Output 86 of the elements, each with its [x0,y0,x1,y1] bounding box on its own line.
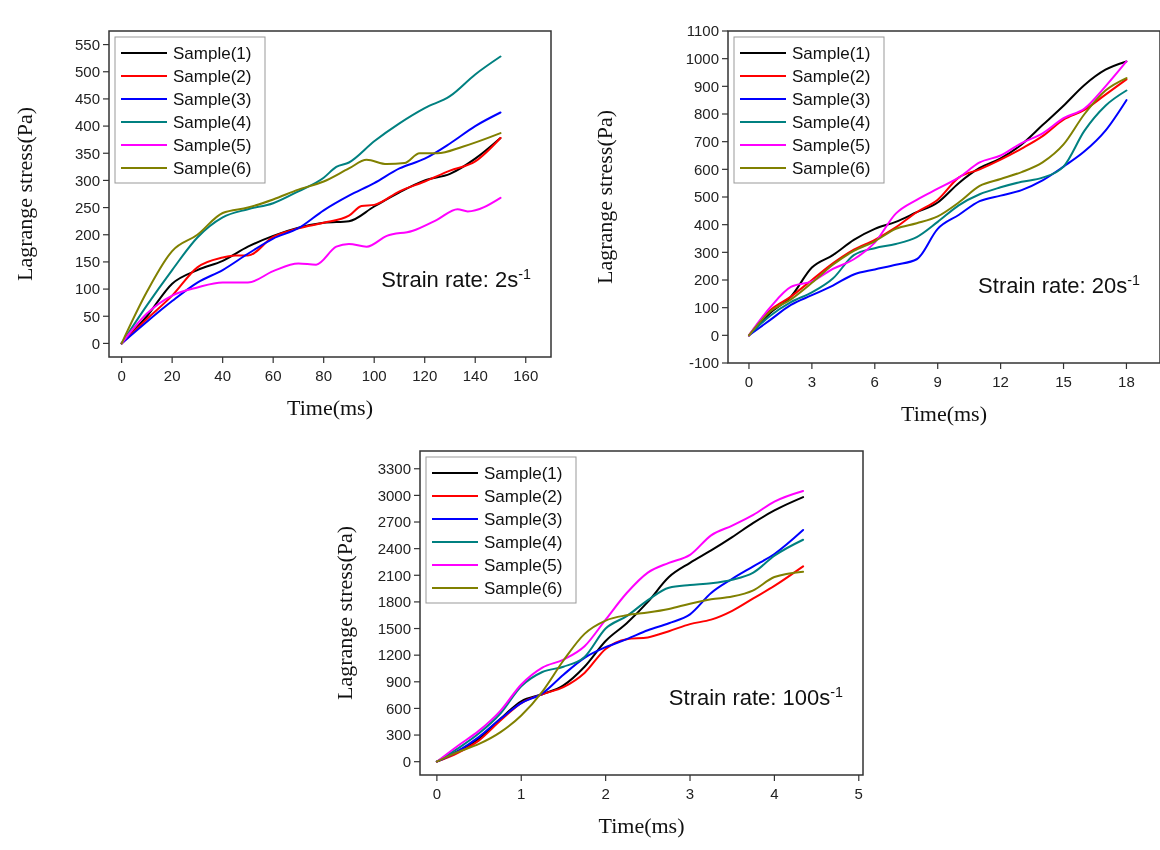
x-tick-label: 3 [685,785,695,802]
x-tick-label: 4 [770,785,779,802]
x-axis-title: Time(ms) [598,813,685,838]
y-tick-label: 200 [74,226,100,243]
y-tick-label: 250 [74,198,100,216]
y-tick-label: 400 [74,117,100,135]
legend-label: Sample(3) [792,89,871,109]
annotation: Strain rate: 20s$^{-1}$ [978,272,1141,298]
legend-label: Sample(4) [484,532,563,552]
x-tick-label: 2 [601,785,610,802]
y-axis-title: Lagrange stress(Pa) [592,109,617,285]
x-tick-label: 3 [807,373,817,390]
y-axis-title: Lagrange stress(Pa) [332,525,357,701]
legend-label: Sample(1) [792,43,871,63]
y-tick-label: 400 [693,215,719,233]
y-tick-label: 300 [693,243,719,261]
y-tick-label: 900 [693,77,719,95]
y-tick-label: -100 [688,354,719,372]
legend-label: Sample(1) [173,43,252,63]
x-tick-label: 12 [992,373,1009,390]
x-tick-label: 15 [1055,373,1072,390]
x-tick-label: 60 [264,367,282,384]
legend-label: Sample(3) [173,89,252,109]
x-tick-label: 18 [1118,373,1135,390]
y-tick-label: 350 [74,144,100,162]
x-axis-title: Time(ms) [287,395,373,420]
y-tick-label: 500 [74,63,100,80]
y-tick-label: 300 [74,171,100,189]
y-tick-label: 100 [693,298,719,316]
y-tick-label: 0 [710,326,719,344]
annotation: Strain rate: 100s$^{-1}$ [668,684,844,710]
legend-label: Sample(4) [173,112,252,132]
y-tick-label: 200 [693,271,719,289]
legend-label: Sample(2) [484,486,563,506]
y-tick-label: 100 [74,280,100,298]
legend-label: Sample(5) [484,555,563,575]
x-tick-label: 40 [214,367,231,384]
legend-label: Sample(2) [173,66,252,86]
legend-label: Sample(6) [792,158,871,178]
y-tick-label: 1800 [377,593,411,611]
y-tick-label: 0 [91,334,100,352]
x-tick-label: 6 [870,373,879,390]
y-tick-label: 1000 [685,49,719,67]
legend-label: Sample(5) [792,135,871,155]
y-tick-label: 600 [693,160,719,178]
x-tick-label: 140 [462,367,488,384]
y-tick-label: 2400 [377,539,411,557]
y-tick-label: 500 [693,188,719,206]
y-tick-label: 700 [693,132,719,150]
x-tick-label: 0 [432,785,442,802]
x-axis-title: Time(ms) [901,401,987,426]
y-tick-label: 0 [402,752,411,770]
y-tick-label: 550 [74,35,100,53]
y-axis-title: Lagrange stress(Pa) [12,106,37,282]
x-tick-label: 0 [744,373,754,390]
y-tick-label: 3000 [377,486,411,504]
y-tick-label: 1100 [686,22,719,40]
legend-label: Sample(6) [173,158,252,178]
x-tick-label: 20 [163,367,181,384]
y-tick-label: 150 [74,253,100,271]
x-tick-label: 9 [933,373,942,390]
y-tick-label: 800 [693,105,719,123]
annotation: Strain rate: 2s$^{-1}$ [381,266,532,292]
legend-label: Sample(1) [484,463,563,483]
y-tick-label: 1500 [377,619,411,637]
x-tick-label: 120 [412,367,438,384]
legend-label: Sample(5) [173,135,252,155]
x-tick-label: 80 [315,367,333,384]
legend-label: Sample(4) [792,112,871,132]
y-tick-label: 600 [385,699,411,717]
y-tick-label: 1200 [377,646,411,664]
y-tick-label: 450 [74,90,100,108]
y-tick-label: 3300 [377,460,411,477]
x-tick-label: 0 [117,367,126,384]
x-tick-label: 160 [513,367,539,384]
x-tick-label: 100 [361,367,387,384]
legend-label: Sample(3) [484,509,563,529]
legend-label: Sample(2) [792,66,871,86]
y-tick-label: 300 [385,726,411,744]
y-tick-label: 50 [83,307,100,325]
x-tick-label: 5 [854,785,863,802]
x-tick-label: 1 [517,785,526,802]
y-tick-label: 900 [385,673,411,691]
y-tick-label: 2700 [377,513,411,531]
legend-label: Sample(6) [484,578,563,598]
y-tick-label: 2100 [377,566,411,584]
